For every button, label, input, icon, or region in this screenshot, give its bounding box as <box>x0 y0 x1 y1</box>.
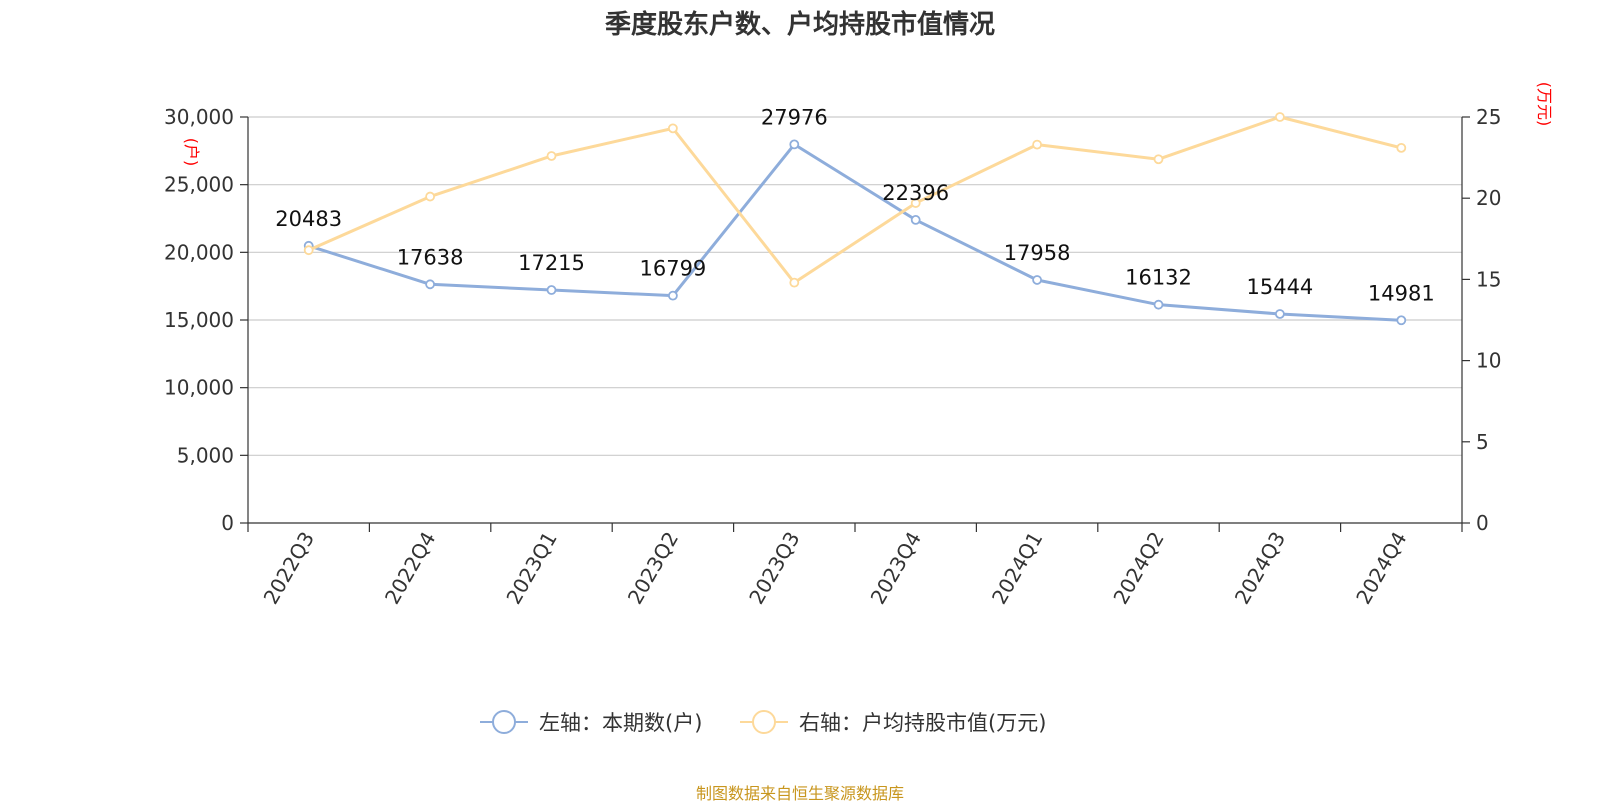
x-axis-tick-label: 2023Q4 <box>866 528 926 609</box>
series-0-point <box>1275 309 1285 319</box>
data-label: 17638 <box>397 245 464 269</box>
data-label: 16132 <box>1125 266 1192 290</box>
series-1-point <box>910 198 921 208</box>
left-axis-tick-label: 30,000 <box>164 105 234 129</box>
series-lines <box>303 112 1407 326</box>
series-1-point <box>668 123 678 134</box>
legend-label-1: 右轴：户均持股市值(万元) <box>799 711 1046 735</box>
source-note: 制图数据来自恒生聚源数据库 <box>695 784 904 803</box>
left-axis-tick-label: 10,000 <box>164 376 234 400</box>
left-axis-tick-label: 25,000 <box>164 173 234 197</box>
axes: 0 5,000 10,000 15,000 20,000 25,000 30,000 0 5 10… <box>164 82 1554 608</box>
data-label: 22396 <box>882 181 949 205</box>
left-axis-tick-label: 0 <box>221 511 234 535</box>
x-axis-tick-label: 2024Q4 <box>1351 528 1411 609</box>
series-1-point <box>303 245 314 256</box>
series-0-point <box>668 290 678 301</box>
right-axis-tick-label: 25 <box>1476 105 1501 129</box>
series-0-point <box>1153 299 1164 310</box>
left-axis-tick-label: 20,000 <box>164 240 234 264</box>
right-axis-unit-label: (万元) <box>1535 82 1554 127</box>
right-axis-tick-label: 10 <box>1476 349 1501 373</box>
x-axis-tick-label: 2024Q2 <box>1108 528 1168 609</box>
right-axis-tick-label: 20 <box>1476 186 1501 210</box>
legend-label-0: 左轴：本期数(户) <box>539 711 702 735</box>
data-label: 27976 <box>761 105 828 129</box>
right-axis-tick-label: 0 <box>1476 511 1489 535</box>
legend-marker-1 <box>752 710 776 734</box>
series-1-point <box>1396 142 1407 153</box>
series-0-point <box>425 279 436 290</box>
series-1-point <box>546 151 557 161</box>
legend-marker-0 <box>492 710 516 734</box>
series-1-point <box>1032 139 1042 150</box>
series-0-point <box>789 139 800 150</box>
series-1-point <box>1275 112 1285 122</box>
chart-title: 季度股东户数、户均持股市值情况 <box>604 10 995 40</box>
series-line-0 <box>308 142 1402 322</box>
data-label: 17215 <box>518 251 585 275</box>
x-axis-tick-label: 2022Q3 <box>259 528 319 609</box>
grid-lines <box>248 116 1462 456</box>
series-0-point <box>1396 315 1407 326</box>
x-axis-tick-label: 2023Q1 <box>501 528 561 609</box>
data-label: 20483 <box>275 207 342 231</box>
x-axis-tick-label: 2023Q2 <box>623 528 683 609</box>
data-label: 14981 <box>1368 281 1435 305</box>
x-axis-tick-label: 2024Q3 <box>1230 528 1290 609</box>
x-axis-tick-label: 2022Q4 <box>380 528 440 609</box>
data-label: 16799 <box>639 257 706 281</box>
series-0-point <box>1032 275 1042 285</box>
data-labels: 20483 17638 17215 16799 27976 22396 17958 16132… <box>275 105 1434 305</box>
series-1-point <box>789 277 800 288</box>
legend: 左轴：本期数(户) 右轴：户均持股市值(万元) <box>480 710 1046 735</box>
left-axis-tick-label: 5,000 <box>177 443 234 467</box>
right-axis-tick-label: 15 <box>1476 267 1501 291</box>
series-0-point <box>910 215 921 225</box>
x-axis-tick-label: 2023Q3 <box>744 528 804 609</box>
x-axis-tick-label: 2024Q1 <box>987 528 1047 609</box>
series-1-point <box>1153 154 1164 165</box>
series-line-1 <box>308 115 1402 285</box>
series-0-point <box>546 285 557 295</box>
left-axis-unit-label: (户) <box>182 138 201 167</box>
data-label: 17958 <box>1004 241 1071 265</box>
data-label: 15444 <box>1246 275 1313 299</box>
right-axis-tick-label: 5 <box>1476 430 1489 454</box>
series-1-point <box>425 191 436 202</box>
left-axis-tick-label: 15,000 <box>164 308 234 332</box>
